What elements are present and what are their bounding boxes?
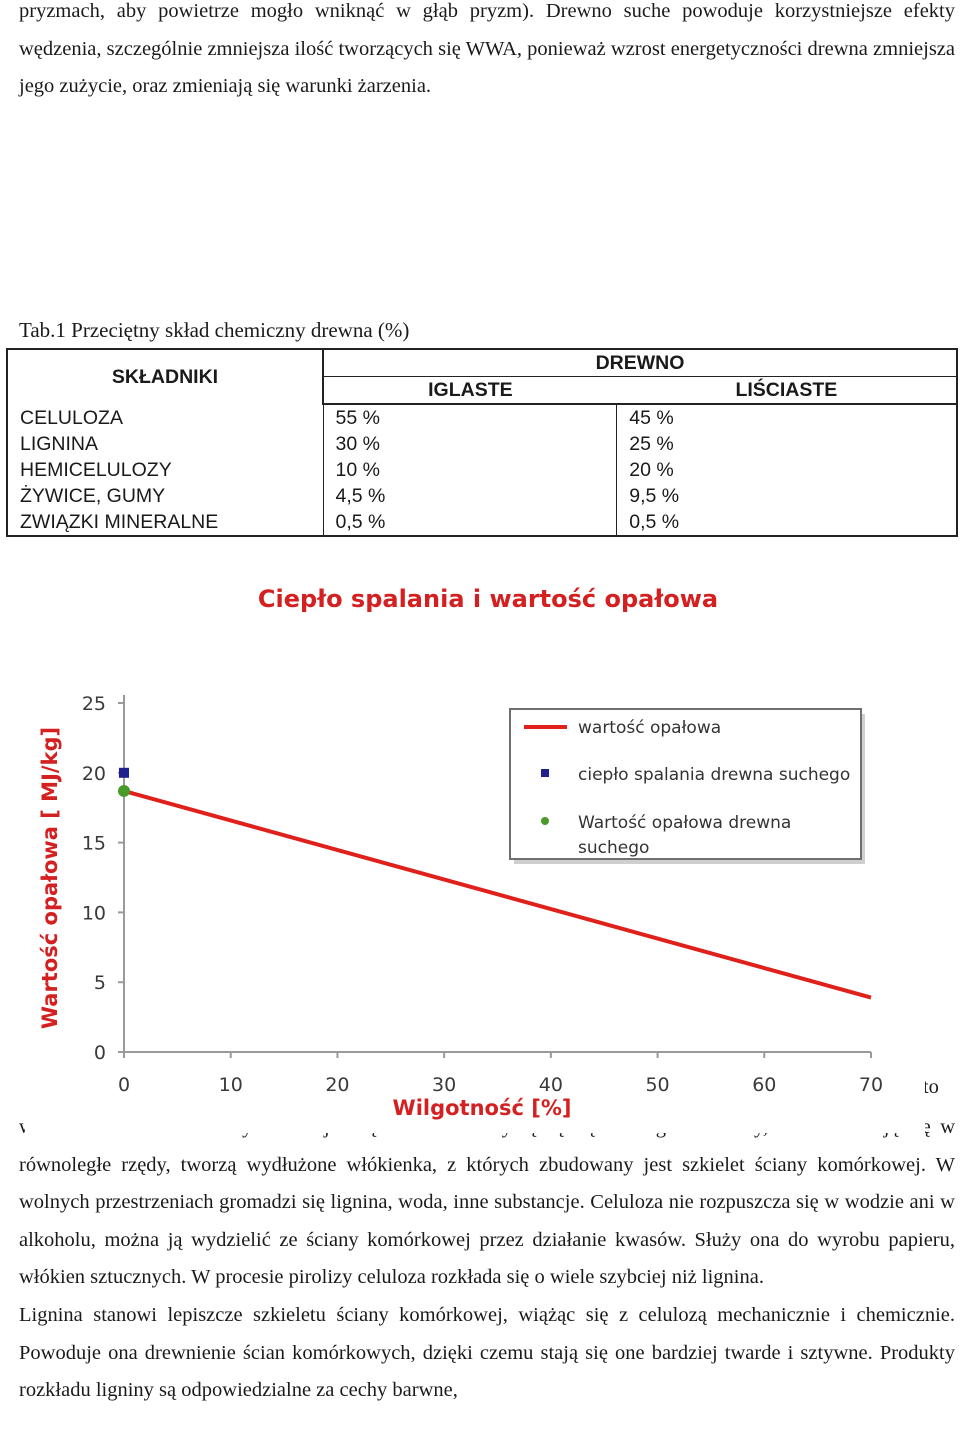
y-tick-label: 15	[82, 833, 106, 855]
legend-label-1: wartość opałowa	[578, 718, 721, 738]
table-row: LIGNINA 30 % 25 %	[7, 431, 957, 457]
legend-label-2: ciepło spalania drewna suchego	[578, 765, 850, 785]
row-conifer-value: 0,5 %	[322, 509, 617, 537]
legend-swatch-square	[541, 769, 549, 777]
row-conifer-value: 55 %	[322, 404, 617, 431]
y-tick-label: 10	[82, 902, 106, 924]
table-row: ŻYWICE, GUMY 4,5 % 9,5 %	[7, 483, 957, 509]
y-tick-label: 5	[94, 972, 106, 994]
row-deciduous-value: 25 %	[616, 431, 957, 457]
x-tick-label: 50	[645, 1074, 669, 1096]
row-deciduous-value: 0,5 %	[616, 509, 957, 537]
top-paragraph: pryzmach, aby powietrze mogło wniknąć w …	[19, 0, 955, 98]
header-conifer: IGLASTE	[322, 376, 617, 405]
row-conifer-value: 10 %	[322, 457, 617, 483]
chart-svg: Ciepło spalania i wartość opałowa 0 5 10 15 2…	[38, 585, 883, 1120]
x-tick-label: 10	[219, 1074, 243, 1096]
row-conifer-value: 30 %	[322, 431, 617, 457]
x-tick-label: 70	[859, 1074, 883, 1096]
x-tick-label: 40	[539, 1074, 563, 1096]
y-tick-label: 25	[82, 693, 106, 715]
bottom-paragraph-1: wielocukier o budowie krystalicznej. Czą…	[19, 1116, 955, 1289]
point-cieplo-spalania	[119, 767, 129, 778]
point-wartosc-opalowa-suchego	[118, 784, 130, 797]
series-line-wartosc-opalowa	[123, 789, 872, 1000]
table-row: CELULOZA 55 % 45 %	[7, 404, 957, 431]
row-name: CELULOZA	[20, 406, 123, 429]
bottom-text: wielocukier o budowie krystalicznej. Czą…	[19, 1109, 955, 1410]
composition-table: SKŁADNIKI DREWNO IGLASTE LIŚCIASTE CELUL…	[6, 348, 958, 537]
table-row: HEMICELULOZY 10 % 20 %	[7, 457, 957, 483]
x-tick-label: 0	[118, 1074, 130, 1096]
table-caption: Tab.1 Przeciętny skład chemiczny drewna …	[19, 318, 410, 342]
y-axis-label: Wartość opałowa [ MJ/kg]	[38, 727, 62, 1029]
bottom-paragraph-2: Lignina stanowi lepiszcze szkieletu ścia…	[19, 1303, 955, 1402]
row-name: ZWIĄZKI MINERALNE	[7, 509, 323, 537]
y-tick-label: 0	[94, 1042, 106, 1064]
row-deciduous-value: 9,5 %	[616, 483, 957, 509]
header-wood: DREWNO	[322, 349, 957, 377]
table-row: ZWIĄZKI MINERALNE 0,5 % 0,5 %	[7, 509, 957, 537]
legend-label-3: Wartość opałowa drewna suchego	[578, 813, 791, 858]
x-axis-label: Wilgotność [%]	[393, 1096, 572, 1120]
row-name: LIGNINA	[20, 433, 99, 455]
x-tick-label: 20	[325, 1074, 349, 1096]
chart: Ciepło spalania i wartość opałowa 0 5 10 15 2…	[25, 573, 925, 1133]
y-tick-label: 20	[82, 763, 106, 785]
row-deciduous-value: 45 %	[616, 404, 957, 431]
row-name: ŻYWICE, GUMY	[20, 485, 166, 507]
legend-box	[509, 708, 862, 860]
x-tick-label: 30	[432, 1074, 456, 1096]
legend-swatch-circle	[541, 817, 549, 825]
row-deciduous-value: 20 %	[616, 457, 957, 483]
header-components: SKŁADNIKI	[111, 366, 219, 388]
x-tick-label: 60	[752, 1074, 776, 1096]
row-name: HEMICELULOZY	[20, 459, 172, 481]
row-conifer-value: 4,5 %	[322, 483, 617, 509]
chart-title: Ciepło spalania i wartość opałowa	[258, 585, 718, 613]
header-deciduous: LIŚCIASTE	[616, 376, 957, 405]
